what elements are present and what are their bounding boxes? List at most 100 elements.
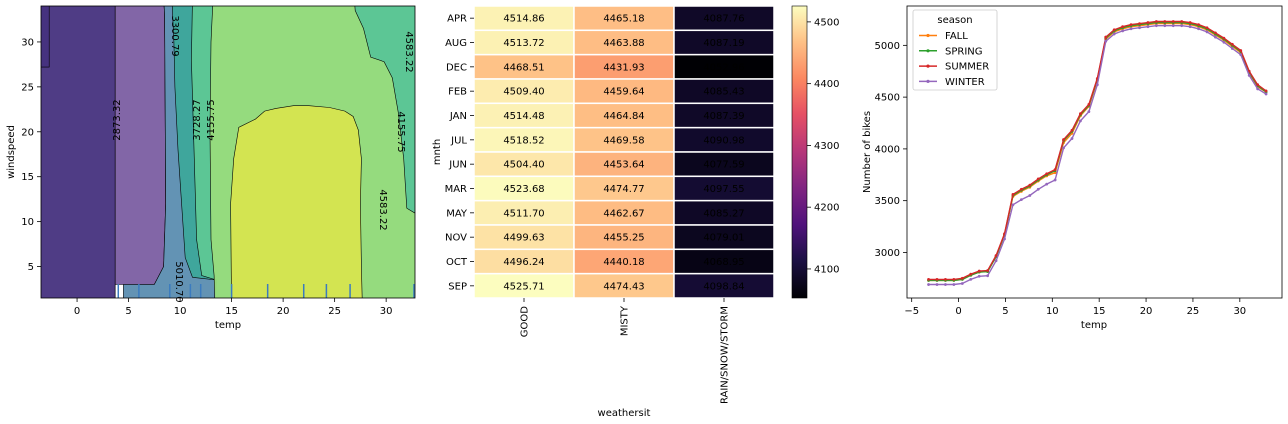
heatmap-cell-label: 4455.25 bbox=[603, 233, 644, 244]
series-point-winter bbox=[1180, 24, 1184, 28]
series-point-summer bbox=[1197, 23, 1200, 27]
series-point-winter bbox=[1095, 83, 1099, 87]
heatmap-cell-label: 4462.67 bbox=[603, 208, 644, 219]
line-ytick-label: 5000 bbox=[875, 41, 900, 52]
contour-xlabel: temp bbox=[215, 320, 241, 331]
series-point-summer bbox=[1104, 35, 1108, 39]
heatmap-cell bbox=[473, 224, 575, 251]
series-point-summer bbox=[1180, 20, 1184, 23]
line-ytick-label: 3500 bbox=[875, 196, 900, 207]
line-xtick-label: 10 bbox=[1046, 306, 1059, 317]
contour-ytick-label: 30 bbox=[21, 37, 34, 48]
legend-label-summer: SUMMER bbox=[945, 62, 989, 73]
series-point-winter bbox=[1003, 237, 1006, 241]
heatmap-cell-label: 4474.77 bbox=[603, 184, 644, 195]
line-xtick-label: 15 bbox=[1093, 306, 1106, 317]
heatmap-cell-label: 4514.48 bbox=[503, 111, 544, 122]
series-point-winter bbox=[1036, 187, 1040, 191]
series-point-summer bbox=[944, 277, 947, 281]
heatmap-cell-label: 4525.71 bbox=[503, 281, 544, 292]
series-point-summer bbox=[1053, 168, 1057, 172]
series-point-summer bbox=[1138, 22, 1141, 26]
legend-box bbox=[912, 9, 998, 91]
contour-ytick-label: 10 bbox=[21, 217, 34, 228]
heatmap-cell-label: 4468.51 bbox=[503, 62, 544, 73]
series-point-winter bbox=[994, 259, 998, 263]
contour-xtick-label: 5 bbox=[125, 306, 131, 317]
heatmap-cell-label: 4509.40 bbox=[503, 87, 544, 98]
line-xtick-label: 0 bbox=[955, 306, 961, 317]
heatmap-ytick-label: MAR bbox=[445, 184, 467, 195]
contour-ytick-label: 15 bbox=[21, 172, 34, 183]
line-xtick-label: 20 bbox=[1140, 306, 1153, 317]
series-point-summer bbox=[1146, 21, 1150, 24]
series-point-summer bbox=[1079, 112, 1082, 116]
heatmap-cell-label: 4079.01 bbox=[703, 233, 744, 244]
series-point-summer bbox=[1011, 193, 1015, 196]
heatmap-cell bbox=[673, 224, 775, 251]
colorbar bbox=[792, 6, 807, 298]
heatmap-cell bbox=[573, 78, 675, 105]
heatmap-cell-label: 4474.43 bbox=[603, 281, 644, 292]
heatmap-cell-label: 4097.55 bbox=[703, 184, 744, 195]
contour-level-label: 4583.22 bbox=[403, 31, 414, 72]
series-point-fall bbox=[1053, 171, 1057, 175]
heatmap-ytick-label: SEP bbox=[448, 281, 467, 292]
legend-label-spring: SPRING bbox=[945, 46, 983, 57]
heatmap-ylabel: mnth bbox=[432, 139, 443, 165]
series-point-winter bbox=[1045, 182, 1049, 186]
line-plot-frame bbox=[906, 5, 1283, 299]
heatmap-cell bbox=[573, 151, 675, 178]
heatmap-cell bbox=[473, 126, 575, 153]
series-point-summer bbox=[986, 269, 990, 272]
line-ytick-label: 4500 bbox=[875, 93, 900, 104]
line-xtick-label: −5 bbox=[904, 306, 919, 317]
series-point-winter bbox=[944, 283, 947, 286]
heatmap-cell-label: 4090.98 bbox=[703, 135, 744, 146]
series-point-winter bbox=[1112, 32, 1116, 36]
contour-region-lowest bbox=[41, 6, 116, 298]
series-point-summer bbox=[1045, 172, 1049, 176]
contour-xtick-label: 25 bbox=[328, 306, 341, 317]
series-point-winter bbox=[1129, 27, 1133, 31]
contour-region-corner bbox=[41, 6, 50, 68]
contour-level-label: 3728.27 bbox=[192, 99, 203, 140]
line-xlabel: temp bbox=[1081, 320, 1107, 331]
series-point-summer bbox=[1036, 177, 1040, 181]
legend: season FALL SPRING SUMMER WINTER bbox=[912, 9, 998, 91]
heatmap-xtick-label: GOOD bbox=[520, 306, 531, 337]
heatmap-cell-label: 4464.84 bbox=[603, 111, 644, 122]
series-point-winter bbox=[1121, 29, 1125, 33]
series-point-winter bbox=[1062, 146, 1065, 150]
series-point-summer bbox=[1019, 187, 1023, 191]
series-point-summer bbox=[1087, 102, 1091, 106]
colorbar-frame bbox=[791, 5, 808, 299]
series-point-summer bbox=[1205, 26, 1209, 30]
heatmap-cell-label: 4499.63 bbox=[503, 233, 544, 244]
heatmap-cell-label: 4513.72 bbox=[503, 38, 544, 49]
heatmap-xtick-label: RAIN/SNOW/STORM bbox=[720, 306, 731, 404]
series-point-summer bbox=[1188, 21, 1192, 24]
contour-xtick-label: 0 bbox=[74, 306, 80, 317]
heatmap-cell-label: 4431.93 bbox=[603, 62, 644, 73]
series-point-summer bbox=[1256, 83, 1260, 87]
heatmap-cell-label: 4504.40 bbox=[503, 160, 544, 171]
series-point-winter bbox=[1256, 87, 1260, 91]
heatmap-cell-label: 4459.64 bbox=[603, 87, 644, 98]
series-point-summer bbox=[1214, 31, 1217, 35]
series-point-summer bbox=[952, 277, 956, 281]
series-point-winter bbox=[1247, 73, 1251, 77]
series-point-summer bbox=[927, 277, 930, 281]
line-plot: −5 0 5 10 15 20 25 30 3000 3500 4000 4500 5000 temp… bbox=[862, 5, 1283, 331]
colorbar-tick-label: 4200 bbox=[814, 203, 839, 214]
series-point-winter bbox=[969, 277, 973, 281]
heatmap-cell-label: 4514.86 bbox=[503, 14, 544, 25]
series-point-summer bbox=[1070, 128, 1074, 132]
heatmap-cell-label: 4469.58 bbox=[603, 135, 644, 146]
heatmap-cell-label: 4085.27 bbox=[703, 208, 744, 219]
heatmap-cell bbox=[673, 175, 775, 202]
series-point-summer bbox=[935, 277, 939, 281]
contour-region-5010 bbox=[230, 105, 363, 298]
heatmap-cell bbox=[673, 5, 775, 32]
series-point-summer bbox=[1028, 183, 1032, 187]
